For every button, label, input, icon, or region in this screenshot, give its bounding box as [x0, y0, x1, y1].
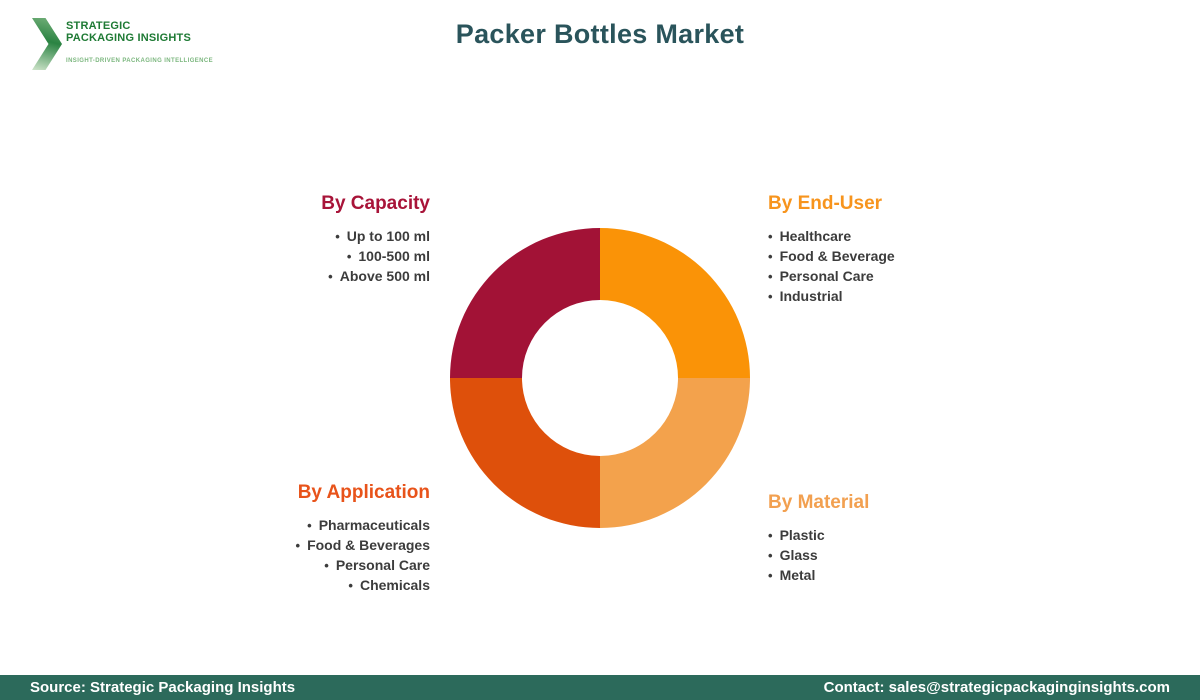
- company-logo: STRATEGIC PACKAGING INSIGHTS INSIGHT-DRI…: [32, 14, 232, 74]
- list-item: • 100-500 ml: [321, 246, 430, 266]
- page-title: Packer Bottles Market: [455, 19, 745, 49]
- capacity-item-list: • Up to 100 ml • 100-500 ml • Above 500 ml: [321, 226, 430, 286]
- application-item-list: • Pharmaceuticals • Food & Beverages • Person…: [296, 515, 431, 595]
- list-item-label: Industrial: [779, 288, 843, 304]
- bullet-icon: •: [768, 527, 773, 543]
- donut-segment-by-material: [600, 378, 750, 528]
- material-heading: By Material: [768, 492, 870, 513]
- bullet-icon: •: [768, 288, 773, 304]
- list-item-label: Above 500 ml: [339, 268, 430, 284]
- bullet-icon: •: [768, 228, 773, 244]
- list-item-label: Healthcare: [779, 228, 852, 244]
- list-item-label: 100-500 ml: [358, 248, 430, 264]
- list-item-label: Up to 100 ml: [346, 228, 430, 244]
- bullet-icon: •: [295, 537, 301, 553]
- list-item-label: Glass: [779, 547, 818, 563]
- application-heading: By Application: [297, 482, 430, 503]
- footer-contact: Contact: sales@strategicpackaginginsight…: [823, 679, 1170, 696]
- list-item: • Up to 100 ml: [321, 226, 430, 246]
- logo-line2: PACKAGING INSIGHTS: [66, 32, 192, 44]
- list-item-label: Personal Care: [779, 268, 874, 284]
- logo-tagline: INSIGHT-DRIVEN PACKAGING INTELLIGENCE: [66, 58, 214, 64]
- list-item: • Metal: [768, 565, 869, 585]
- bullet-icon: •: [346, 248, 352, 264]
- end-user-section: By End-User • Healthcare • Food & Beverage •…: [768, 193, 895, 306]
- bullet-icon: •: [335, 228, 340, 244]
- material-section: By Material • Plastic • Glass • Metal: [768, 492, 869, 585]
- list-item: • Food & Beverages: [296, 535, 431, 555]
- bullet-icon: •: [324, 557, 329, 573]
- bullet-icon: •: [348, 577, 353, 593]
- list-item-label: Chemicals: [359, 577, 430, 593]
- footer-bar: Source: Strategic Packaging Insights Con…: [0, 675, 1200, 700]
- list-item: • Industrial: [768, 286, 895, 306]
- bullet-icon: •: [328, 268, 333, 284]
- donut-segment-by-application: [450, 378, 600, 528]
- logo-text: STRATEGIC PACKAGING INSIGHTS INSIGHT-DRI…: [66, 20, 213, 64]
- list-item: • Pharmaceuticals: [296, 515, 430, 535]
- bullet-icon: •: [768, 248, 773, 264]
- capacity-section: By Capacity • Up to 100 ml • 100-500 ml • Abo…: [321, 193, 430, 286]
- end-user-heading: By End-User: [768, 193, 883, 214]
- donut-chart-container: [450, 228, 750, 528]
- list-item-label: Food & Beverages: [307, 537, 430, 553]
- bullet-icon: •: [768, 567, 773, 583]
- list-item: • Personal Care: [768, 266, 895, 286]
- list-item: • Personal Care: [296, 555, 430, 575]
- list-item: • Above 500 ml: [321, 266, 430, 286]
- list-item-label: Plastic: [779, 527, 825, 543]
- footer-source: Source: Strategic Packaging Insights: [30, 679, 296, 696]
- donut-chart: [450, 228, 750, 528]
- list-item-label: Food & Beverage: [779, 248, 895, 264]
- end-user-item-list: • Healthcare • Food & Beverage • Personal Car…: [768, 226, 895, 306]
- capacity-heading: By Capacity: [321, 193, 430, 214]
- list-item-label: Personal Care: [335, 557, 430, 573]
- list-item: • Glass: [768, 545, 869, 565]
- list-item: • Plastic: [768, 525, 869, 545]
- bullet-icon: •: [768, 547, 773, 563]
- list-item-label: Pharmaceuticals: [318, 517, 430, 533]
- bullet-icon: •: [768, 268, 773, 284]
- application-section: By Application • Pharmaceuticals • Food & B…: [296, 482, 431, 595]
- material-item-list: • Plastic • Glass • Metal: [768, 525, 869, 585]
- list-item: • Healthcare: [768, 226, 895, 246]
- list-item-label: Metal: [779, 567, 816, 583]
- donut-segment-by-end-user: [600, 228, 750, 378]
- logo-line1: STRATEGIC: [66, 20, 131, 32]
- donut-segment-by-capacity: [450, 228, 600, 378]
- list-item: • Chemicals: [296, 575, 430, 595]
- list-item: • Food & Beverage: [768, 246, 895, 266]
- bullet-icon: •: [307, 517, 312, 533]
